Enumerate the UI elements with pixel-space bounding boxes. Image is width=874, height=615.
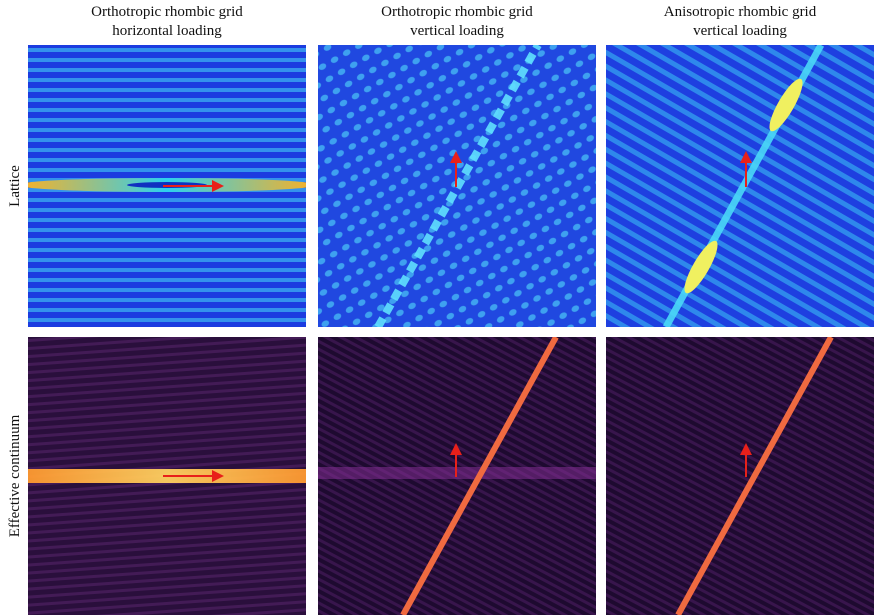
column-title: vertical loading bbox=[693, 23, 787, 39]
panel-image bbox=[318, 45, 596, 327]
panel-image bbox=[28, 337, 306, 615]
panel-image bbox=[606, 337, 874, 615]
row-label: Effective continuum bbox=[7, 414, 23, 537]
panel-image bbox=[17, 45, 317, 327]
column-title: vertical loading bbox=[410, 23, 504, 39]
column-title: Orthotropic rhombic grid bbox=[91, 4, 243, 20]
column-title: Orthotropic rhombic grid bbox=[381, 4, 533, 20]
row-label: Lattice bbox=[7, 165, 23, 207]
panel-image bbox=[318, 337, 596, 615]
column-titles: Orthotropic rhombic grid horizontal load… bbox=[91, 4, 817, 39]
figure: Orthotropic rhombic grid horizontal load… bbox=[0, 0, 874, 615]
column-title: horizontal loading bbox=[112, 23, 222, 39]
column-title: Anisotropic rhombic grid bbox=[664, 4, 817, 20]
panel-image bbox=[606, 45, 874, 327]
